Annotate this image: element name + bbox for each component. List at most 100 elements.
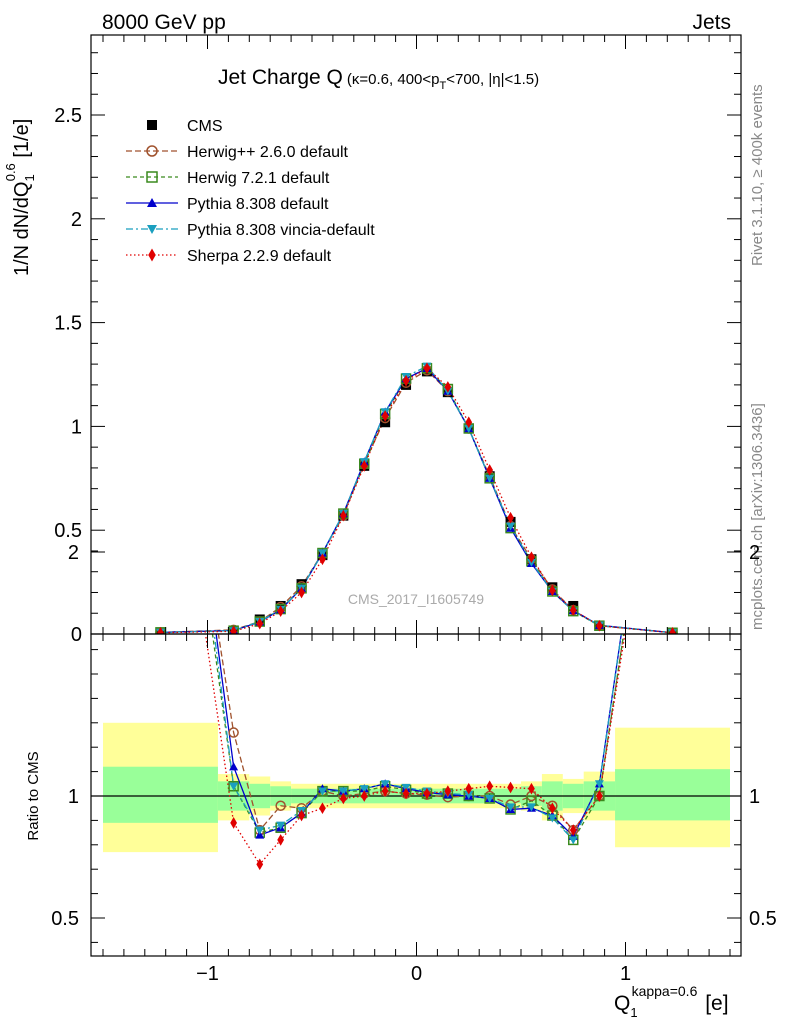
ratio-point-vincia-18 (594, 780, 604, 789)
legend-marker-sherpa (148, 248, 156, 262)
legend-marker-cms (147, 120, 157, 130)
ratio-point-vincia-17 (568, 836, 578, 845)
chart-title-sub-rest: <700, |η|<1.5) (446, 71, 539, 88)
legend-label-herwigpp: Herwig++ 2.6.0 default (187, 144, 349, 161)
ratio-xlabel: Q1 kappa=0.6 [e] (614, 983, 729, 1020)
main-point-sherpa-2 (256, 617, 264, 630)
ratio-point-sherpa-13 (486, 780, 494, 793)
main-point-sherpa-16 (548, 584, 556, 597)
ratio-point-sherpa-7 (360, 790, 368, 802)
main-point-sherpa-13 (486, 464, 494, 476)
ratio-ytick-label-right-1: 1 (749, 786, 760, 808)
ratio-point-sherpa-10 (423, 787, 431, 800)
main-ytick-label-2: 1 (71, 416, 82, 438)
ratio-point-sherpa-15 (528, 782, 535, 795)
main-point-sherpa-5 (319, 553, 326, 566)
ratio-line-sherpa (204, 634, 626, 866)
ratio-point-sherpa-9 (402, 787, 410, 800)
ratio-point-sherpa-17 (569, 824, 577, 837)
main-ylabel-text: 1/N dN/dQ (11, 182, 33, 276)
ratio-point-vincia-5 (317, 787, 327, 796)
main-point-vincia-14 (506, 522, 516, 531)
ratio-line-herwigpp (217, 634, 625, 832)
ratio-point-vincia-3 (276, 821, 286, 830)
ratio-point-sherpa-16 (548, 802, 556, 815)
main-ylabel-sub: 1 (22, 174, 37, 181)
ratio-ytick-label-right-2: 2 (749, 542, 760, 564)
main-point-sherpa-7 (360, 459, 368, 472)
chart-title-sub-index: T (439, 80, 446, 92)
ratio-point-sherpa-3 (277, 834, 285, 846)
main-point-sherpa-14 (507, 511, 514, 524)
rivet-label: Rivet 3.1.10, ≥ 400k events (749, 84, 766, 266)
main-point-sherpa-17 (569, 604, 577, 616)
main-panel: 0 0.5 1 1.5 2 2.5 CMS_2017_I1605749 Jet Charg… (3, 34, 742, 646)
legend: CMS Herwig++ 2.6.0 default Herwig 7.2.1 de… (126, 118, 375, 265)
ratio-point-herwigpp-1 (228, 727, 239, 738)
ratio-line-herwig7 (211, 634, 625, 842)
main-point-sherpa-10 (423, 362, 431, 375)
ratio-point-vincia-1 (229, 782, 239, 791)
ratio-xtick-label-1: 0 (411, 963, 422, 985)
main-ytick-label-1: 0.5 (54, 520, 82, 542)
main-point-sherpa-11 (444, 381, 452, 393)
chart-title-main: Jet Charge Q (218, 66, 343, 89)
main-point-sherpa-19 (669, 626, 676, 634)
main-plot-marks (155, 362, 678, 634)
ratio-point-vincia-13 (485, 794, 495, 803)
main-point-sherpa-15 (528, 551, 535, 564)
legend-label-pythia: Pythia 8.308 default (187, 196, 329, 213)
main-point-sherpa-3 (277, 605, 285, 618)
ratio-point-sherpa-5 (319, 802, 326, 815)
ratio-ytick-label-0: 0.5 (51, 908, 79, 930)
ratio-point-sherpa-2 (256, 858, 264, 871)
header-energy: 8000 GeV pp (102, 11, 226, 34)
ratio-point-sherpa-8 (381, 785, 389, 797)
main-point-sherpa-6 (339, 509, 347, 522)
ratio-plot-marks (204, 634, 626, 871)
ratio-ytick-label-1: 1 (68, 786, 79, 808)
mcplots-label: mcplots.cern.ch [arXiv:1306.3436] (749, 403, 766, 630)
main-ytick-label-3: 1.5 (54, 313, 82, 335)
ratio-xlabel-sub: 1 (630, 1005, 637, 1020)
legend-marker-pythia (147, 198, 157, 207)
ratio-point-pythia-1 (229, 762, 239, 771)
ratio-point-sherpa-12 (465, 782, 473, 795)
main-ytick-label-0: 0 (71, 624, 82, 646)
ratio-point-vincia-12 (464, 791, 474, 800)
ratio-panel: 0.5 0.5 1 1 2 2 −1 0 1 Ratio to CMS Q1 kappa=0.6 … (25, 542, 777, 1020)
main-point-sherpa-9 (402, 374, 410, 387)
ratio-point-vincia-15 (526, 803, 536, 812)
legend-label-sherpa: Sherpa 2.2.9 default (187, 248, 332, 265)
main-point-sherpa-0 (157, 626, 164, 634)
ratio-band-inner-9 (615, 769, 730, 821)
ratio-axis-ticks: 0.5 0.5 1 1 2 2 −1 0 1 (51, 542, 777, 985)
ratio-point-vincia-2 (255, 826, 265, 835)
header-process: Jets (692, 11, 731, 34)
legend-marker-herwig7 (146, 171, 158, 183)
ratio-band-inner-0 (103, 766, 218, 823)
ratio-point-sherpa-11 (444, 785, 452, 797)
analysis-watermark: CMS_2017_I1605749 (348, 591, 484, 607)
ratio-line-vincia (213, 634, 622, 842)
ratio-xtick-label-2: 1 (620, 963, 631, 985)
legend-label-cms: CMS (187, 118, 223, 135)
ratio-point-sherpa-18 (596, 790, 603, 802)
ratio-xlabel-text: Q (614, 992, 630, 1015)
ratio-point-vincia-6 (338, 787, 348, 796)
ratio-line-pythia (215, 634, 622, 838)
main-ylabel-unit: [1/e] (11, 119, 33, 163)
main-ylabel-sup: 0.6 (3, 163, 18, 181)
main-point-vincia-13 (485, 474, 495, 483)
ratio-xlabel-unit: [e] (699, 992, 728, 1015)
legend-marker-herwigpp (146, 145, 158, 157)
ratio-point-sherpa-14 (507, 781, 514, 794)
ratio-ytick-label-right-0: 0.5 (749, 908, 777, 930)
main-point-sherpa-12 (465, 416, 473, 429)
main-ytick-label-4: 2 (71, 209, 82, 231)
legend-label-vincia: Pythia 8.308 vincia-default (187, 222, 375, 239)
chart-title-sub: (κ=0.6, 400<p (347, 71, 440, 88)
chart-title: Jet Charge Q (κ=0.6, 400<pT<700, |η|<1.5) (218, 66, 539, 92)
main-point-sherpa-18 (596, 619, 603, 632)
